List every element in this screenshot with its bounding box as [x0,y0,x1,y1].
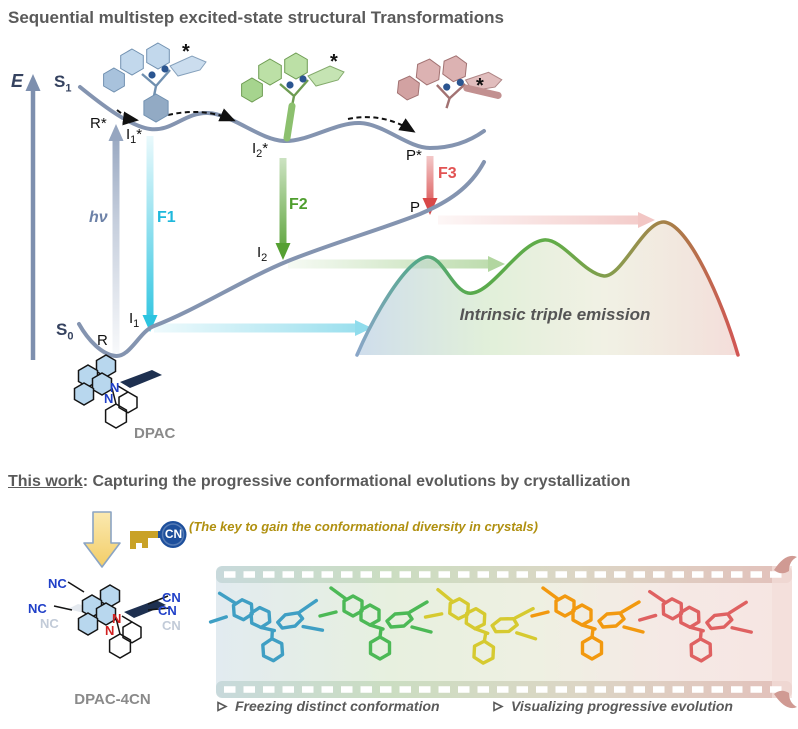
dpac4cn-cn-ghost: CN [162,618,181,633]
bullet-visualizing: Visualizing progressive evolution [492,699,733,714]
i2-star-sub: 2 [256,148,263,160]
point-i1: I1 [129,311,139,331]
triple-emission-curve [355,220,740,357]
i1-star-base: I [126,126,131,143]
molecule-conformer-green [241,53,344,142]
film-curl-top [774,555,797,574]
f3-arrow [422,156,438,215]
excited-asterisk-2: * [330,51,338,73]
f1-arrow [142,136,158,332]
molecule-conformer-blue [103,43,206,123]
bottom-title-rest: : Capturing the progressive conformation… [82,473,631,490]
f2-label: F2 [289,196,308,213]
point-i2-star: I2* [252,141,268,161]
s1-base: S [54,72,66,91]
cn-badge-label: CN [164,527,183,541]
s0-sub: 0 [67,330,74,343]
s1-curve [78,85,486,151]
excited-asterisk-1: * [182,41,190,63]
down-arrow [83,511,121,568]
f1-label: F1 [157,209,176,226]
i1-base: I [129,310,134,327]
i2-base: I [257,244,262,261]
dpac4cn-cn-right-2: CN [158,603,177,618]
cyan-emission-arrow [154,320,372,336]
molecule-conformer-pink [396,50,504,114]
bullet-freezing: Freezing distinct conformation [216,699,440,714]
green-emission-arrow [288,256,505,272]
dpac-4cn-structure [53,581,171,659]
dpac4cn-cn-right-1: CN [162,590,181,605]
s0-state-label: S0 [56,321,73,343]
film-curl-bottom [774,690,797,709]
bullet-freezing-text: Freezing distinct conformation [235,698,440,714]
i2-sub: 2 [261,252,268,264]
dashed-transition-arrows [116,108,416,133]
dpac4cn-n1: N [112,611,122,626]
dpac-n1: N [110,380,120,395]
point-i1-star: I1* [126,127,142,147]
s0-base: S [56,320,68,339]
excited-asterisk-3: * [476,75,484,97]
arrow-bullet-icon [493,701,504,712]
i2-star-base: I [252,140,257,157]
arrow-bullet-icon [217,701,228,712]
s1-sub: 1 [65,82,72,95]
dpac-4cn-label: DPAC-4CN [74,691,151,708]
dpac-label: DPAC [134,425,176,442]
point-r-star: R* [90,115,107,132]
hv-label: hν [89,209,108,226]
bottom-title-prefix: This work [8,473,83,490]
i1-star-sub: 1 [130,134,137,146]
energy-axis-label: E [11,71,24,91]
dpac4cn-n2: N [105,623,115,638]
point-p-star: P* [406,147,422,164]
cn-key-icon [130,521,187,549]
emission-caption: Intrinsic triple emission [459,305,651,324]
dpac4cn-nc-left: NC [28,601,47,616]
dpac4cn-nc-ghost: NC [40,616,59,631]
f2-arrow [275,158,291,260]
dpac4cn-nc-top: NC [48,576,67,591]
i1-sub: 1 [133,318,140,330]
i1-star-asterisk: * [136,126,143,143]
point-i2: I2 [257,245,267,265]
point-r: R [97,332,108,349]
pink-emission-arrow [438,212,655,228]
f3-label: F3 [438,165,457,182]
top-title: Sequential multistep excited-state struc… [8,8,504,27]
s1-state-label: S1 [54,73,71,95]
i2-star-asterisk: * [262,140,269,157]
hv-excitation-arrow [108,124,124,356]
bottom-title: This work: Capturing the progressive con… [8,473,631,491]
key-caption: (The key to gain the conformational dive… [189,519,538,534]
bullet-visualizing-text: Visualizing progressive evolution [511,698,733,714]
energy-axis [25,74,41,360]
dpac-n2: N [104,391,114,406]
s0-curve [77,160,486,358]
point-p: P [410,199,421,216]
